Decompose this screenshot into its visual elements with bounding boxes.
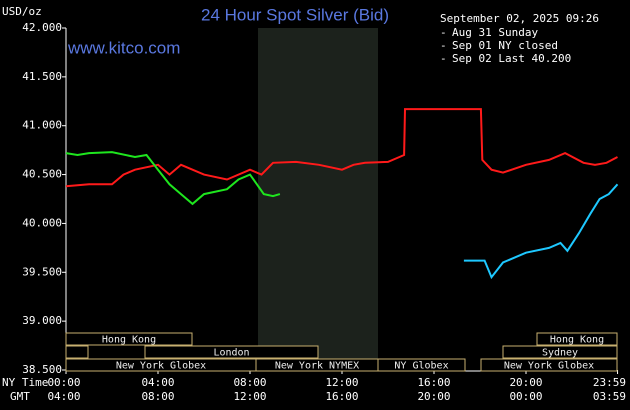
y-tick-label: 41.000 <box>22 119 62 132</box>
session-label: Hong Kong <box>550 335 604 346</box>
ny-time-label: NY Time <box>2 376 48 389</box>
y-tick-label: 40.500 <box>22 168 62 181</box>
x-tick-label: 04:00 <box>141 376 174 389</box>
session-label: Hong Kong <box>102 335 156 346</box>
series-line <box>463 183 619 280</box>
session-bar <box>502 345 618 359</box>
session-label: NY Globex <box>394 361 448 372</box>
session-label: New York Globex <box>504 361 594 372</box>
session-bar <box>144 345 319 359</box>
session-label: London <box>213 348 249 359</box>
x-tick-label: 12:00 <box>325 376 358 389</box>
legend-dash: - <box>440 39 447 52</box>
y-tick-label: 39.500 <box>22 265 62 278</box>
gmt-tick-label: 16:00 <box>325 390 358 403</box>
y-tick-label: 41.500 <box>22 70 62 83</box>
chart-title: 24 Hour Spot Silver (Bid) <box>201 5 389 24</box>
x-tick-label: 16:00 <box>417 376 450 389</box>
legend-entry: Sep 01 NY closed <box>452 39 558 52</box>
nymex-shade <box>258 28 378 370</box>
session-bar <box>65 332 193 346</box>
x-tick-label: 08:00 <box>233 376 266 389</box>
y-tick-label: 39.000 <box>22 314 62 327</box>
y-tick-label: 42.000 <box>22 21 62 34</box>
gmt-tick-label: 12:00 <box>233 390 266 403</box>
legend-entry: Sep 02 Last 40.200 <box>452 52 571 65</box>
session-label: Sydney <box>542 348 578 359</box>
session-bar <box>480 358 618 372</box>
session-bar <box>65 345 89 359</box>
session-bar <box>536 332 618 346</box>
gmt-tick-label: 04:00 <box>47 390 80 403</box>
x-tick-label: 23:59 <box>593 376 626 389</box>
timestamp: September 02, 2025 09:26 <box>440 12 599 25</box>
y-tick-label: 40.000 <box>22 216 62 229</box>
legend-dash: - <box>440 52 447 65</box>
session-label: New York Globex <box>116 361 206 372</box>
series-line <box>65 151 281 206</box>
gmt-tick-label: 03:59 <box>593 390 626 403</box>
y-axis-label: USD/oz <box>2 5 42 18</box>
session-bar <box>377 358 466 372</box>
series-line <box>65 108 618 188</box>
y-tick-label: 38.500 <box>22 363 62 376</box>
gmt-label: GMT <box>10 390 30 403</box>
x-tick-label: 20:00 <box>509 376 542 389</box>
legend-dash: - <box>440 26 447 39</box>
session-label: New York NYMEX <box>275 361 359 372</box>
gmt-tick-label: 00:00 <box>509 390 542 403</box>
x-tick-label: 00:00 <box>47 376 80 389</box>
site-label: www.kitco.com <box>67 38 180 57</box>
gmt-tick-label: 08:00 <box>141 390 174 403</box>
gmt-tick-label: 20:00 <box>417 390 450 403</box>
legend-entry: Aug 31 Sunday <box>452 26 538 39</box>
